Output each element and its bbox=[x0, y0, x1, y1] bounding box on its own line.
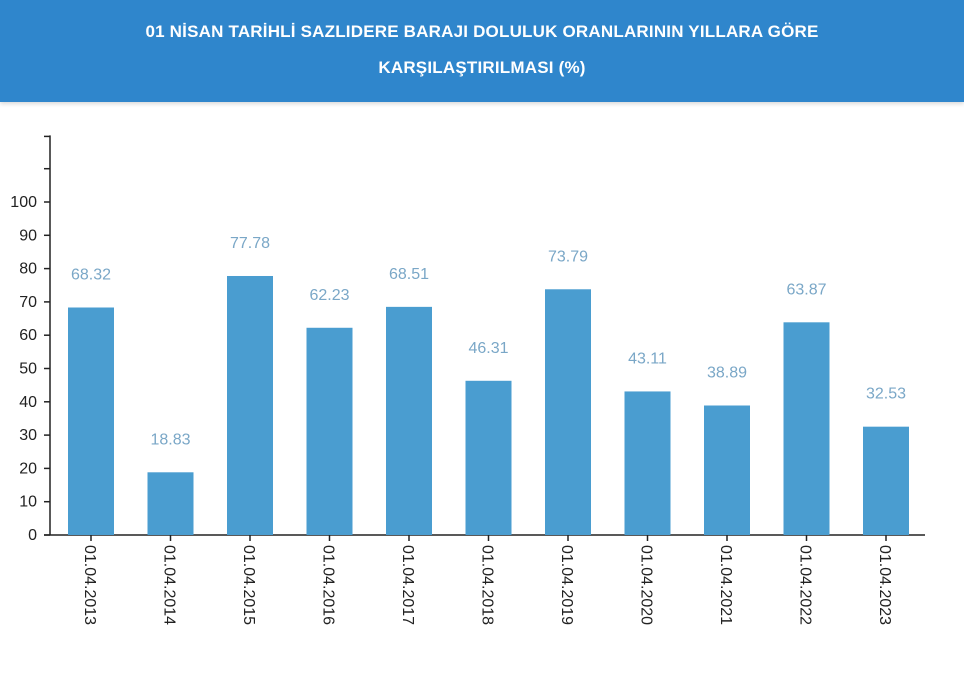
bar bbox=[783, 322, 830, 535]
y-tick-label: 0 bbox=[28, 527, 37, 544]
x-tick-label: 01.04.2022 bbox=[797, 545, 814, 625]
chart-title-line-2: KARŞILAŞTIRILMASI (%) bbox=[378, 58, 586, 77]
y-tick-label: 10 bbox=[19, 494, 37, 511]
x-tick-label: 01.04.2013 bbox=[81, 545, 98, 625]
x-tick-label: 01.04.2014 bbox=[161, 545, 178, 625]
data-label: 18.83 bbox=[150, 431, 190, 448]
bar bbox=[863, 426, 909, 535]
x-tick-label: 01.04.2020 bbox=[638, 545, 655, 625]
data-label: 68.51 bbox=[389, 266, 429, 283]
x-tick-label: 01.04.2023 bbox=[876, 545, 893, 625]
bar bbox=[465, 380, 512, 535]
x-tick-label: 01.04.2016 bbox=[320, 545, 337, 625]
data-label: 38.89 bbox=[707, 364, 747, 381]
y-tick-label: 20 bbox=[19, 460, 37, 477]
bar bbox=[68, 307, 114, 535]
y-tick-label: 100 bbox=[10, 194, 37, 211]
y-tick-label: 60 bbox=[19, 327, 37, 344]
chart-data-labels: 68.32 18.83 77.78 62.23 68.51 46.31 73.79 43.11… bbox=[71, 235, 906, 448]
chart-header: 01 NİSAN TARİHLİ SAZLIDERE BARAJI DOLULU… bbox=[0, 0, 964, 102]
x-tick-label: 01.04.2021 bbox=[717, 545, 734, 625]
bar bbox=[147, 472, 194, 535]
chart-bars bbox=[68, 275, 909, 535]
bar bbox=[386, 306, 432, 535]
chart-axes: 0 10 20 30 40 50 60 70 80 90 100 01.04.2013 01.04.20… bbox=[10, 135, 925, 625]
y-tick-label: 50 bbox=[19, 361, 37, 378]
bar bbox=[227, 275, 273, 535]
y-tick-label: 70 bbox=[19, 294, 37, 311]
bar bbox=[624, 391, 671, 535]
y-tick-label: 30 bbox=[19, 427, 37, 444]
data-label: 68.32 bbox=[71, 266, 111, 283]
x-tick-label: 01.04.2019 bbox=[558, 545, 575, 625]
chart-title-line-1: 01 NİSAN TARİHLİ SAZLIDERE BARAJI DOLULU… bbox=[145, 22, 819, 41]
y-tick-label: 90 bbox=[19, 227, 37, 244]
y-tick-label: 40 bbox=[19, 394, 37, 411]
bar bbox=[306, 327, 353, 535]
data-label: 73.79 bbox=[548, 248, 588, 265]
x-tick-label: 01.04.2017 bbox=[399, 545, 416, 625]
x-tick-label: 01.04.2015 bbox=[240, 545, 257, 625]
bar bbox=[545, 289, 591, 535]
x-tick-label: 01.04.2018 bbox=[479, 545, 496, 625]
data-label: 32.53 bbox=[866, 386, 906, 403]
data-label: 62.23 bbox=[309, 287, 349, 304]
data-label: 77.78 bbox=[230, 235, 270, 252]
data-label: 63.87 bbox=[786, 281, 826, 298]
bar bbox=[704, 405, 750, 535]
data-label: 46.31 bbox=[468, 340, 508, 357]
y-tick-label: 80 bbox=[19, 261, 37, 278]
data-label: 43.11 bbox=[628, 350, 667, 367]
